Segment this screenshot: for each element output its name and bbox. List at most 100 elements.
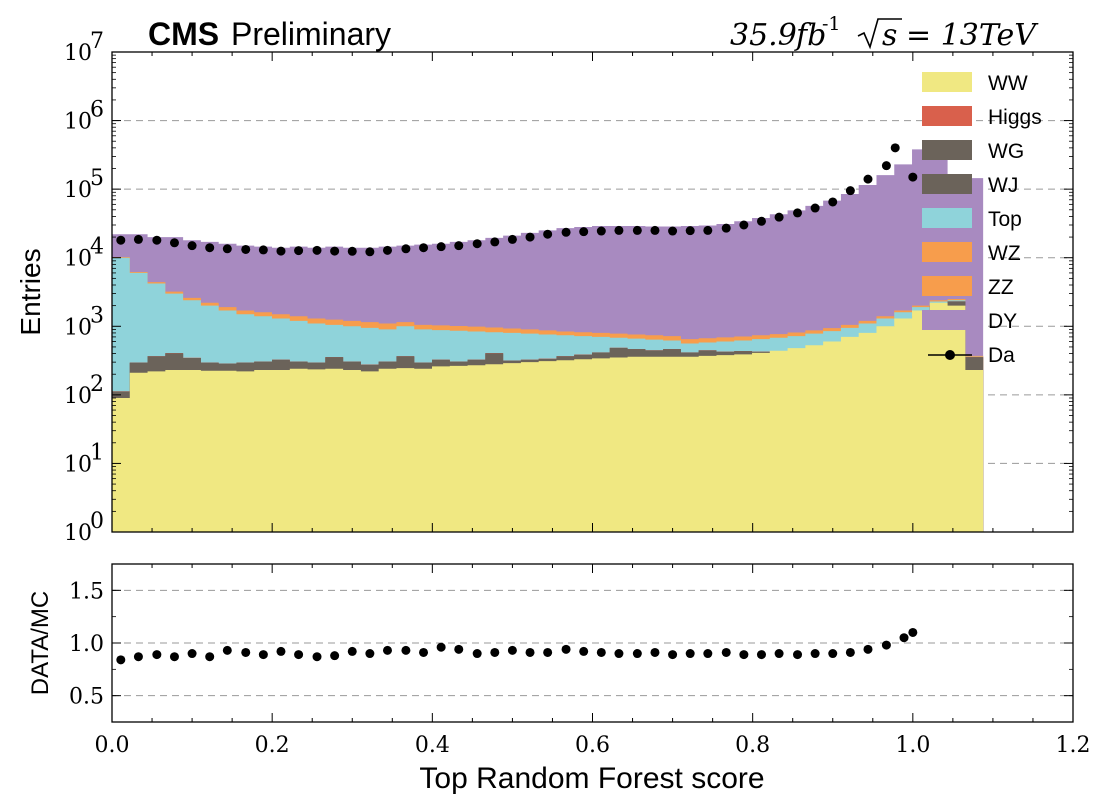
x-tick-labels: 0.0 0.2 0.4 0.6 0.8 1.0 1.2 [95,733,1091,758]
ratio-y-tick-labels: 0.5 1.0 1.5 [69,579,104,709]
x-tick-label: 0.6 [575,733,610,758]
x-tick-label: 0.2 [255,733,290,758]
data-point [525,232,535,242]
ratio-point [810,649,820,659]
ratio-point [863,644,873,654]
ratio-point [490,647,500,657]
data-point [685,226,695,236]
data-point [241,244,251,254]
energy-value: = 13TeV [906,18,1039,53]
legend-label-ww: WW [988,72,1028,95]
data-point [739,220,749,230]
data-point [472,239,482,249]
data-point [294,246,304,256]
y-tick-exponent: 5 [90,166,104,191]
data-point [543,229,553,239]
main-axis-ticks [111,51,1074,533]
ratio-point [258,650,268,660]
ratio-point [668,650,678,660]
legend-swatch-wj [922,174,972,194]
data-point [347,246,357,256]
data-points [116,143,918,257]
ratio-point [169,652,179,662]
data-point [774,212,784,222]
legend-label-higgs: Higgs [988,106,1042,129]
ratio-point [382,645,392,655]
data-point [187,241,197,251]
y-tick-label: 10 [64,247,92,272]
lumi-value: 35.9 [730,18,797,53]
ratio-point [436,642,446,652]
ratio-point [222,645,232,655]
ratio-point [187,649,197,659]
y-tick-exponent: 1 [90,440,104,465]
main-y-axis-title: Entries [15,248,46,335]
data-point [401,244,411,254]
ratio-point [401,645,411,655]
legend-swatch-ww [922,72,972,92]
ratio-point [703,649,713,659]
data-point [312,245,322,255]
ratio-y-tick-label: 1.5 [69,579,104,604]
y-tick-label: 10 [64,315,92,340]
data-point [276,246,286,256]
ratio-point [774,649,784,659]
ratio-point [908,627,918,637]
ratio-point [116,655,126,665]
data-point [890,143,900,153]
data-point [169,238,179,248]
y-tick-label: 10 [64,521,92,546]
legend-swatch-top [922,208,972,228]
ratio-point [739,650,749,660]
ratio-point [899,633,909,643]
data-point [596,226,606,236]
ratio-point [133,652,143,662]
data-point [436,242,446,252]
sqrt-arg: s [882,18,897,53]
data-point [454,241,464,251]
y-tick-label: 10 [64,452,92,477]
ratio-gridlines [112,589,1073,697]
data-point [908,172,918,182]
y-tick-exponent: 7 [90,29,104,54]
ratio-point [721,647,731,657]
data-point [116,235,126,245]
x-axis-title: Top Random Forest score [419,762,764,795]
ratio-point [525,647,535,657]
data-point [133,234,143,244]
ratio-point [650,647,660,657]
lumi-label: 35.9 fb -1 s = 13TeV [730,13,1039,53]
legend-marker-point [945,350,955,360]
ratio-point [561,644,571,654]
legend-label-top: Top [988,208,1022,231]
legend-swatch-wz [922,242,972,262]
ratio-point [152,650,162,660]
data-point [330,246,340,256]
legend-swatch-wg [922,140,972,160]
ratio-point [205,652,215,662]
ratio-point [596,647,606,657]
x-tick-label: 1.2 [1056,733,1091,758]
ratio-y-axis-title: DATA/MC [27,591,54,695]
data-point [650,225,660,235]
data-point [561,227,571,237]
data-point [382,245,392,255]
data-point [507,234,517,244]
data-point [668,226,678,236]
stack-histogram [112,141,984,532]
y-tick-exponent: 0 [90,509,104,534]
data-point [205,243,215,253]
ratio-y-tick-label: 1.0 [69,632,104,657]
legend-label-zz: ZZ [988,276,1014,299]
data-point [222,244,232,254]
y-tick-exponent: 6 [90,98,104,123]
ratio-point [507,645,517,655]
data-point [419,243,429,253]
ratio-point [312,652,322,662]
data-point [614,225,624,235]
legend-swatch-dy [922,310,972,330]
data-point [258,245,268,255]
ratio-point [419,647,429,657]
y-tick-exponent: 2 [90,372,104,397]
